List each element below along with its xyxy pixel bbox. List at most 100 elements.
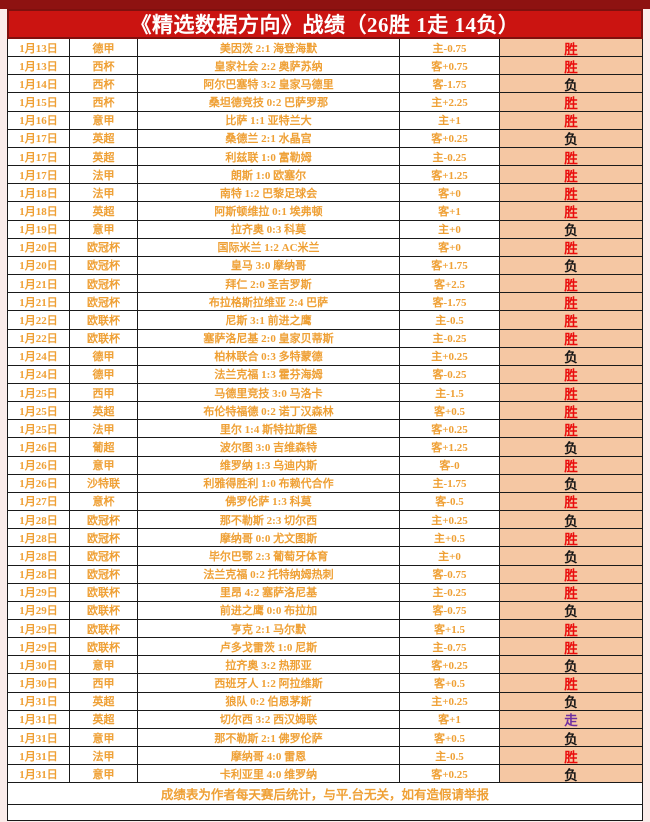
date-cell: 1月15日 [8,93,70,111]
result-cell: 胜 [500,275,642,293]
match-cell: 布拉格斯拉维亚 2:4 巴萨 [138,293,400,311]
match-cell: 拉齐奥 3:2 热那亚 [138,656,400,674]
result-cell: 负 [500,129,642,147]
handicap-cell: 主-0.75 [400,638,500,656]
match-cell: 里昂 4:2 塞萨洛尼基 [138,583,400,601]
match-cell: 摩纳哥 0:0 尤文图斯 [138,529,400,547]
result-cell: 胜 [500,293,642,311]
league-cell: 法甲 [70,747,138,765]
handicap-cell: 主-1.5 [400,383,500,402]
handicap-cell: 主+1 [400,111,500,129]
result-cell: 负 [500,728,642,747]
match-cell: 布伦特福德 0:2 诺丁汉森林 [138,402,400,420]
table-row: 1月22日 欧联杯 尼斯 3:1 前进之鹰 主-0.5 胜 [8,311,642,330]
handicap-cell: 主+0 [400,220,500,238]
match-cell: 狼队 0:2 伯恩茅斯 [138,692,400,710]
result-cell: 负 [500,438,642,456]
date-cell: 1月20日 [8,256,70,275]
match-cell: 法兰克福 0:2 托特纳姆热刺 [138,565,400,583]
table-row: 1月29日 欧联杯 亨克 2:1 马尔默 客+1.5 胜 [8,620,642,639]
handicap-cell: 客-0.5 [400,492,500,511]
table-row: 1月28日 欧冠杯 法兰克福 0:2 托特纳姆热刺 客-0.75 胜 [8,565,642,584]
match-cell: 塞萨洛尼基 2:0 皇家贝蒂斯 [138,329,400,347]
match-cell: 利雅得胜利 1:0 布赖代合作 [138,474,400,492]
date-cell: 1月21日 [8,275,70,293]
table-row: 1月18日 法甲 南特 1:2 巴黎足球会 客+0 胜 [8,184,642,203]
result-cell: 胜 [500,492,642,511]
handicap-cell: 客+1 [400,202,500,220]
handicap-cell: 主-0.25 [400,583,500,601]
league-cell: 英超 [70,202,138,220]
handicap-cell: 主-0.25 [400,147,500,166]
table-row: 1月28日 欧冠杯 毕尔巴鄂 2:3 葡萄牙体育 主+0 负 [8,547,642,566]
league-cell: 法甲 [70,184,138,202]
match-cell: 美因茨 2:1 海登海默 [138,39,400,57]
date-cell: 1月14日 [8,75,70,93]
handicap-cell: 主-1.75 [400,474,500,492]
result-cell: 走 [500,710,642,728]
table-row: 1月29日 欧联杯 前进之鹰 0:0 布拉加 客-0.75 负 [8,601,642,620]
handicap-cell: 客+0.25 [400,656,500,674]
result-cell: 胜 [500,456,642,474]
match-cell: 朗斯 1:0 欧塞尔 [138,166,400,184]
date-cell: 1月27日 [8,492,70,511]
table-row: 1月29日 欧联杯 里昂 4:2 塞萨洛尼基 主-0.25 胜 [8,583,642,602]
result-cell: 胜 [500,402,642,420]
handicap-cell: 主+0.5 [400,529,500,547]
league-cell: 欧冠杯 [70,275,138,293]
table-row: 1月21日 欧冠杯 布拉格斯拉维亚 2:4 巴萨 客-1.75 胜 [8,293,642,312]
result-cell: 胜 [500,565,642,583]
table-row: 1月22日 欧联杯 塞萨洛尼基 2:0 皇家贝蒂斯 主-0.25 胜 [8,329,642,348]
match-cell: 利兹联 1:0 富勒姆 [138,147,400,166]
results-table: 1月13日 德甲 美因茨 2:1 海登海默 主-0.75 胜 1月13日 西杯 皇家社会 2:… [7,39,643,822]
handicap-cell: 客+0.75 [400,57,500,75]
result-cell: 负 [500,474,642,492]
date-cell: 1月20日 [8,238,70,256]
date-cell: 1月26日 [8,456,70,474]
table-row: 1月18日 英超 阿斯顿维拉 0:1 埃弗顿 客+1 胜 [8,202,642,221]
match-cell: 毕尔巴鄂 2:3 葡萄牙体育 [138,547,400,565]
match-cell: 拜仁 2:0 圣吉罗斯 [138,275,400,293]
result-cell: 负 [500,765,642,783]
handicap-cell: 客-1.75 [400,75,500,93]
result-cell: 胜 [500,184,642,202]
table-row: 1月19日 意甲 拉齐奥 0:3 科莫 主+0 负 [8,220,642,239]
footer-row: 成绩表为作者每天赛后统计，与平.台无关，如有造假请举报 [8,783,642,806]
date-cell: 1月22日 [8,311,70,329]
league-cell: 沙特联 [70,474,138,492]
result-cell: 负 [500,347,642,365]
match-cell: 里尔 1:4 斯特拉斯堡 [138,420,400,438]
empty-row [8,805,642,821]
league-cell: 意甲 [70,728,138,747]
date-cell: 1月17日 [8,147,70,166]
result-cell: 胜 [500,311,642,329]
table-row: 1月31日 英超 切尔西 3:2 西汉姆联 客+1 走 [8,710,642,729]
date-cell: 1月25日 [8,420,70,438]
date-cell: 1月29日 [8,583,70,601]
result-cell: 胜 [500,111,642,129]
date-cell: 1月28日 [8,565,70,583]
league-cell: 欧联杯 [70,620,138,638]
handicap-cell: 主-0.25 [400,329,500,347]
handicap-cell: 客+1.25 [400,166,500,184]
league-cell: 欧冠杯 [70,238,138,256]
result-cell: 胜 [500,147,642,166]
result-cell: 胜 [500,57,642,75]
match-cell: 西班牙人 1:2 阿拉维斯 [138,674,400,692]
date-cell: 1月18日 [8,202,70,220]
match-cell: 切尔西 3:2 西汉姆联 [138,710,400,728]
date-cell: 1月28日 [8,547,70,565]
match-cell: 阿尔巴塞特 3:2 皇家马德里 [138,75,400,93]
table-row: 1月14日 西杯 阿尔巴塞特 3:2 皇家马德里 客-1.75 负 [8,75,642,94]
date-cell: 1月28日 [8,529,70,547]
league-cell: 法甲 [70,166,138,184]
handicap-cell: 客+0.25 [400,420,500,438]
league-cell: 英超 [70,129,138,147]
handicap-cell: 客+1.75 [400,256,500,275]
league-cell: 欧冠杯 [70,565,138,583]
handicap-cell: 客+2.5 [400,275,500,293]
handicap-cell: 客-0.75 [400,601,500,619]
handicap-cell: 主-0.5 [400,747,500,765]
result-cell: 胜 [500,529,642,547]
result-cell: 胜 [500,166,642,184]
